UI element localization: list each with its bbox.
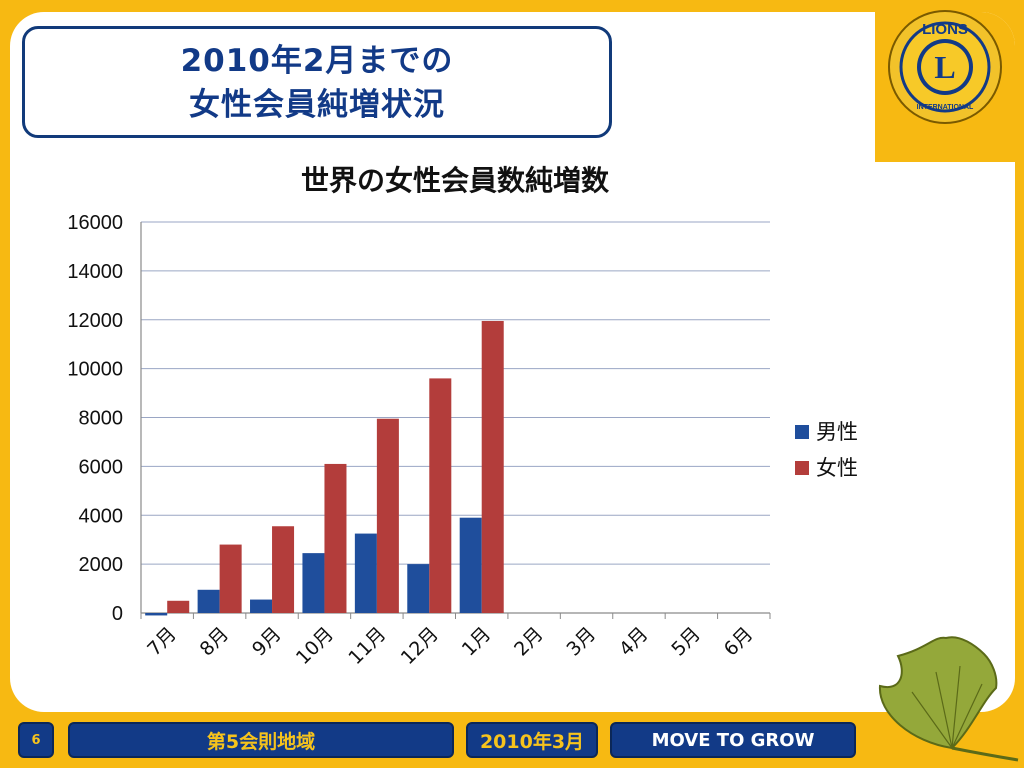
footer-date: 2010年3月 [466, 722, 598, 758]
slide-title-line2: 女性会員純増状況 [189, 87, 445, 123]
bar-male [354, 533, 377, 613]
bar-female [167, 600, 190, 613]
x-tick-label: 1月 [458, 623, 496, 661]
y-tick-label: 14000 [67, 261, 123, 283]
y-tick-label: 12000 [67, 310, 123, 332]
y-tick-label: 6000 [79, 456, 124, 478]
x-tick-label: 9月 [248, 623, 286, 661]
bar-female [272, 526, 295, 613]
y-tick-label: 16000 [67, 212, 123, 234]
page-number: 6 [18, 722, 54, 758]
bar-female [219, 544, 242, 613]
x-tick-label: 3月 [563, 623, 601, 661]
y-tick-label: 0 [112, 603, 123, 625]
bar-female [429, 378, 452, 613]
logo-letter: L [934, 49, 955, 85]
president-title: 国際会長 [673, 52, 713, 63]
x-tick-label: 5月 [667, 623, 705, 661]
bar-female [481, 320, 504, 613]
legend-label: 男性 [816, 420, 858, 444]
x-tick-label: 6月 [720, 623, 758, 661]
bar-female [324, 463, 347, 613]
logo-text-top: LIONS [922, 21, 968, 38]
president-name: エバハルト J. ヴィルフス [666, 27, 864, 46]
y-tick-label: 4000 [79, 505, 124, 527]
legend-swatch [795, 461, 809, 475]
footer-district: 第5会則地域 [68, 722, 454, 758]
x-tick-label: 8月 [196, 623, 234, 661]
bar-male [459, 517, 482, 613]
legend-label: 女性 [816, 456, 858, 480]
x-tick-label: 4月 [615, 623, 653, 661]
x-tick-label: 11月 [344, 623, 390, 669]
chart-title: 世界の女性会員数純増数 [301, 164, 610, 197]
bars [145, 320, 504, 616]
y-tick-label: 8000 [79, 408, 124, 430]
bar-male [302, 553, 325, 613]
bar-male [250, 599, 273, 613]
bar-male [197, 589, 220, 613]
y-tick-label: 10000 [67, 359, 123, 381]
legend-swatch [795, 425, 809, 439]
x-tick-label: 2月 [510, 623, 548, 661]
grid-lines [140, 221, 770, 614]
bar-female [376, 418, 399, 613]
footer-motto: MOVE TO GROW [610, 722, 856, 758]
logo-text-bottom: INTERNATIONAL [917, 104, 974, 111]
x-tick-label: 12月 [397, 623, 443, 669]
ginkgo-leaf-icon [878, 636, 1019, 762]
x-tick-label: 10月 [292, 623, 338, 669]
slide-title-line1: 2010年2月までの [180, 43, 454, 79]
y-axis-ticks: 16000 14000 12000 10000 8000 6000 4000 2000 0 [67, 212, 123, 625]
title-box: 2010年2月までの 女性会員純増状況 [22, 26, 612, 138]
x-tick-label: 7月 [143, 623, 181, 661]
bar-male [145, 613, 168, 616]
bar-male [407, 564, 430, 613]
lions-logo-icon: L LIONS INTERNATIONAL [888, 10, 1002, 124]
x-axis-ticks: 7月 8月 9月 10月 11月 12月 1月 2月 3月 4月 5月 6月 [140, 613, 771, 669]
y-tick-label: 2000 [79, 554, 124, 576]
